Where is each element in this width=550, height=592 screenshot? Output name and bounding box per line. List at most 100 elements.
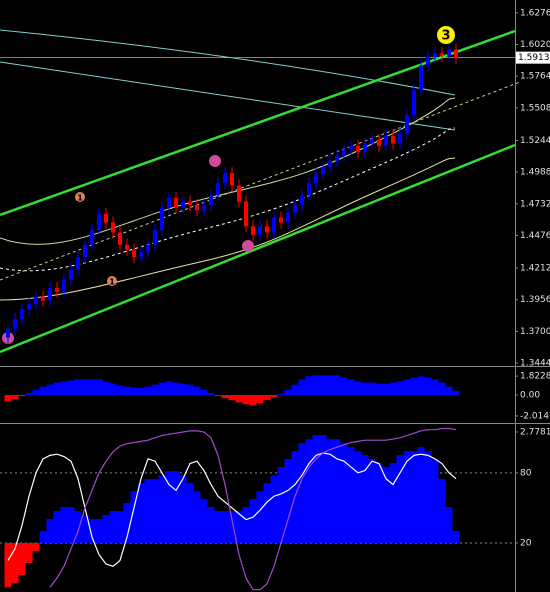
oscillator-bar: [4, 542, 12, 587]
candle-body: [83, 244, 87, 258]
y-tick-label: 1.82285: [520, 372, 550, 382]
oscillator-bar: [193, 491, 201, 543]
oscillator-bar: [123, 503, 131, 543]
oscillator-bar: [312, 435, 320, 543]
histogram-bar: [298, 379, 306, 395]
oscillator-bar: [137, 483, 145, 543]
histogram-bar: [165, 381, 173, 395]
annotation-label: 1: [77, 194, 83, 203]
histogram-bar: [11, 395, 19, 400]
histogram-bar: [4, 395, 12, 402]
oscillator-bar: [102, 515, 110, 543]
histogram-bar: [326, 375, 334, 395]
histogram-bar: [137, 387, 145, 395]
candle-body: [300, 195, 304, 206]
candle-body: [328, 160, 332, 167]
candle-body: [111, 222, 115, 233]
oscillator-bar: [326, 439, 334, 543]
candle-body: [293, 205, 297, 213]
candle-body: [342, 149, 346, 156]
histogram-bar: [249, 395, 257, 406]
candle-body: [440, 53, 444, 56]
y-tick-label: 1.55080: [520, 103, 550, 113]
candle-body: [174, 197, 178, 208]
oscillator-bar: [319, 435, 327, 543]
y-tick-label: 1.57640: [520, 72, 550, 82]
oscillator-bar: [46, 519, 54, 543]
candle-body: [104, 213, 108, 223]
channel-lower: [0, 143, 516, 354]
candle-body: [265, 226, 269, 233]
candle-body: [132, 249, 136, 258]
candle-body: [90, 229, 94, 245]
oscillator-bar: [235, 511, 243, 543]
histogram-bar: [158, 382, 166, 395]
oscillator-bar: [25, 542, 33, 563]
candle-body: [55, 288, 59, 292]
candle-body: [314, 174, 318, 183]
candle-body: [146, 244, 150, 253]
oscillator-bar: [81, 515, 89, 543]
candle-body: [20, 309, 24, 320]
y-tick-label: 80: [520, 468, 532, 478]
histogram-bar: [95, 379, 103, 395]
candle-body: [41, 296, 45, 301]
oscillator-bar: [340, 443, 348, 543]
oscillator-bar: [452, 530, 460, 543]
candle-body: [419, 65, 423, 91]
oscillator-bar: [11, 542, 19, 583]
histogram-bar: [214, 395, 222, 397]
oscillator-bar: [417, 447, 425, 543]
candle-body: [188, 201, 192, 206]
oscillator-bar: [214, 511, 222, 543]
histogram-bar: [396, 381, 404, 395]
oscillator-bar: [410, 451, 418, 543]
histogram-bar: [375, 383, 383, 395]
oscillator-bar: [53, 511, 61, 543]
oscillator-bar: [242, 507, 250, 543]
oscillator-bar: [431, 459, 439, 543]
candle-body: [195, 205, 199, 211]
histogram-bar: [410, 377, 418, 395]
candle-body: [97, 213, 101, 230]
candle-body: [454, 49, 458, 59]
candle-body: [153, 229, 157, 245]
y-tick-label: 1.34440: [520, 359, 550, 369]
moving-average: [0, 61, 456, 131]
band-lower: [0, 157, 456, 301]
histogram-bar: [32, 389, 40, 395]
candle-body: [279, 217, 283, 223]
histogram-bar: [452, 390, 460, 395]
histogram-bar: [186, 384, 194, 395]
candle-body: [13, 319, 17, 329]
current-price-label: 1.59137: [518, 53, 550, 63]
candle-body: [244, 201, 248, 227]
moving-average: [0, 29, 456, 96]
oscillator-bar: [382, 467, 390, 543]
oscillator-bar: [438, 479, 446, 543]
histogram-bar: [235, 395, 243, 403]
histogram-bar: [417, 376, 425, 395]
oscillator-bar: [95, 519, 103, 543]
histogram-bar: [228, 395, 236, 401]
oscillator-bar: [207, 507, 215, 543]
candle-body: [377, 139, 381, 146]
y-tick-label: 1.52440: [520, 136, 550, 146]
histogram-bar: [270, 395, 278, 398]
histogram-bar: [207, 392, 215, 395]
oscillator-bar: [403, 451, 411, 543]
annotation-marker: [75, 192, 85, 202]
histogram-bar: [179, 383, 187, 395]
candle-body: [62, 279, 66, 292]
candle-body: [202, 205, 206, 211]
candle-body: [167, 197, 171, 208]
candle-body: [216, 183, 220, 196]
oscillator-bar: [88, 519, 96, 543]
histogram-bar: [263, 395, 271, 401]
histogram-bar: [81, 379, 89, 395]
candle-body: [398, 133, 402, 144]
histogram-bar: [312, 375, 320, 395]
y-tick-label: 1.44760: [520, 231, 550, 241]
histogram-bar: [74, 379, 82, 395]
